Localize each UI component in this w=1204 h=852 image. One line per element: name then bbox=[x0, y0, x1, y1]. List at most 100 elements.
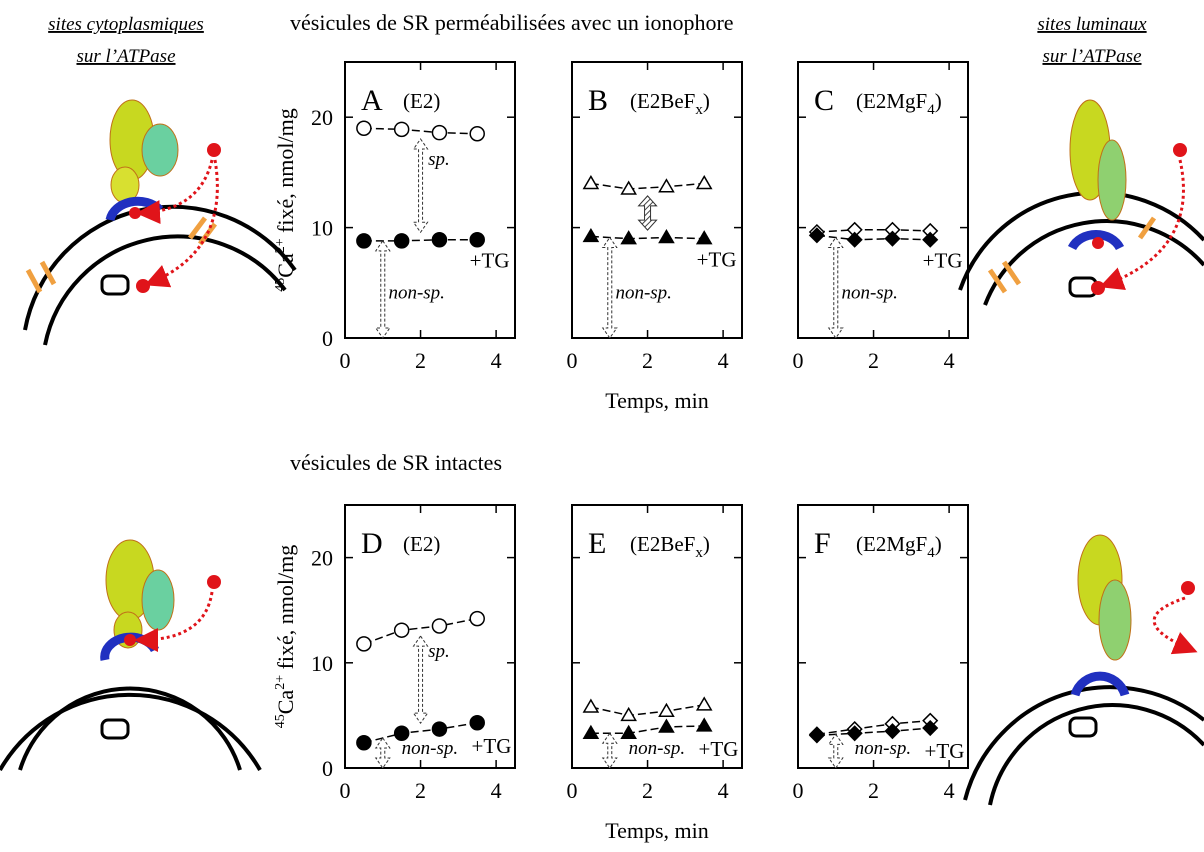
marker bbox=[922, 231, 939, 248]
panel-subtitle: (E2MgF4) bbox=[856, 89, 942, 118]
marker bbox=[582, 724, 600, 740]
x-tick-label: 2 bbox=[868, 778, 879, 803]
row-title: vésicules de SR perméabilisées avec un i… bbox=[290, 10, 734, 35]
x-tick-label: 4 bbox=[944, 348, 955, 373]
y-tick-label: 0 bbox=[322, 756, 333, 781]
panel-letter: F bbox=[814, 527, 831, 560]
panel-letter: D bbox=[361, 527, 383, 560]
annotation: sp. bbox=[428, 149, 450, 170]
marker bbox=[393, 622, 410, 638]
marker bbox=[846, 231, 863, 248]
panel-subtitle: (E2BeFx) bbox=[630, 532, 710, 561]
marker bbox=[356, 636, 372, 652]
arrow bbox=[374, 737, 391, 769]
subtitle-part: 4 bbox=[927, 102, 935, 118]
panel-subtitle: (E2) bbox=[403, 532, 440, 556]
x-tick-label: 2 bbox=[642, 778, 653, 803]
illustration-cyto-top bbox=[23, 99, 297, 346]
arrow bbox=[601, 732, 618, 769]
arrow bbox=[601, 236, 618, 339]
panel-subtitle: (E2BeFx) bbox=[630, 89, 710, 118]
series-line bbox=[363, 617, 478, 645]
side-caption: sur l’ATPase bbox=[76, 46, 175, 67]
plot-frame bbox=[797, 504, 969, 769]
marker bbox=[431, 124, 448, 141]
x-tick-label: 2 bbox=[415, 348, 426, 373]
illustration-lumen-top bbox=[958, 99, 1204, 306]
annotation: +TG bbox=[697, 248, 737, 272]
x-tick-label: 0 bbox=[340, 348, 351, 373]
subtitle-part: x bbox=[695, 102, 703, 118]
arrow bbox=[412, 138, 429, 234]
series-line bbox=[363, 127, 478, 135]
arrow bbox=[637, 195, 658, 231]
x-tick-label: 4 bbox=[491, 348, 502, 373]
subtitle-part: 4 bbox=[927, 545, 935, 561]
arrow bbox=[827, 236, 844, 339]
panel: 0 10 20 0 2 4 A (E2) 45Ca2+ fixé, nmol/mg +TG non-… bbox=[273, 61, 516, 373]
y-label-part: fixé, nmol/mg bbox=[273, 108, 298, 238]
marker bbox=[469, 715, 485, 731]
panel-letter: E bbox=[588, 527, 606, 560]
marker bbox=[356, 735, 372, 751]
marker bbox=[658, 229, 675, 244]
marker bbox=[695, 230, 713, 245]
panel-subtitle: (E2) bbox=[403, 89, 440, 113]
series-line bbox=[816, 229, 931, 233]
panel: 0 2 4 B (E2BeFx) Temps, min +TG non-sp. bbox=[567, 61, 743, 413]
subtitle-part: x bbox=[695, 545, 703, 561]
marker bbox=[469, 231, 485, 248]
subtitle-part: (E2BeF bbox=[630, 89, 695, 113]
panel: 0 2 4 E (E2BeFx) Temps, min +TG non-sp. bbox=[567, 504, 743, 843]
annotation: +TG bbox=[923, 249, 963, 273]
y-label-part: Ca bbox=[273, 253, 298, 278]
y-label-part: 45 bbox=[273, 714, 288, 728]
y-label-part: 2+ bbox=[273, 675, 288, 690]
marker bbox=[620, 706, 637, 722]
annotation: +TG bbox=[472, 734, 512, 758]
marker bbox=[469, 610, 485, 627]
y-tick-label: 10 bbox=[311, 216, 333, 241]
marker bbox=[393, 233, 410, 249]
plot-frame bbox=[571, 61, 743, 339]
y-tick-label: 0 bbox=[322, 326, 333, 351]
y-tick-label: 20 bbox=[311, 105, 333, 130]
x-tick-label: 0 bbox=[567, 778, 578, 803]
marker bbox=[393, 121, 410, 138]
marker bbox=[582, 227, 600, 243]
arrow bbox=[827, 733, 844, 769]
x-tick-label: 0 bbox=[793, 778, 804, 803]
arrow bbox=[374, 239, 391, 339]
subtitle-part: (E2) bbox=[403, 532, 440, 556]
subtitle-part: ) bbox=[935, 89, 942, 113]
marker bbox=[922, 719, 939, 737]
x-tick-label: 4 bbox=[718, 348, 729, 373]
marker bbox=[808, 727, 825, 744]
marker bbox=[695, 174, 713, 190]
marker bbox=[469, 126, 485, 142]
x-tick-label: 0 bbox=[567, 348, 578, 373]
annotation: +TG bbox=[470, 249, 510, 273]
annotation: sp. bbox=[428, 641, 450, 662]
subtitle-part: (E2MgF bbox=[856, 89, 927, 113]
y-label-part: Ca bbox=[273, 690, 298, 715]
panel-subtitle: (E2MgF4) bbox=[856, 532, 942, 561]
marker bbox=[695, 696, 713, 711]
panel: 0 10 20 0 2 4 D (E2) 45Ca2+ fixé, nmol/mg +TG non-… bbox=[273, 504, 516, 803]
marker bbox=[658, 718, 675, 733]
illustration-cyto-bottom bbox=[0, 539, 262, 771]
row-title: vésicules de SR intactes bbox=[290, 450, 502, 475]
plot-frame bbox=[571, 504, 743, 769]
x-tick-label: 4 bbox=[718, 778, 729, 803]
series-line bbox=[590, 235, 705, 240]
marker bbox=[658, 702, 675, 717]
y-label-part: 45 bbox=[273, 278, 288, 292]
marker bbox=[431, 721, 448, 737]
annotation: non-sp. bbox=[388, 283, 444, 304]
x-tick-label: 4 bbox=[491, 778, 502, 803]
marker bbox=[393, 725, 410, 742]
series-line bbox=[590, 182, 705, 190]
